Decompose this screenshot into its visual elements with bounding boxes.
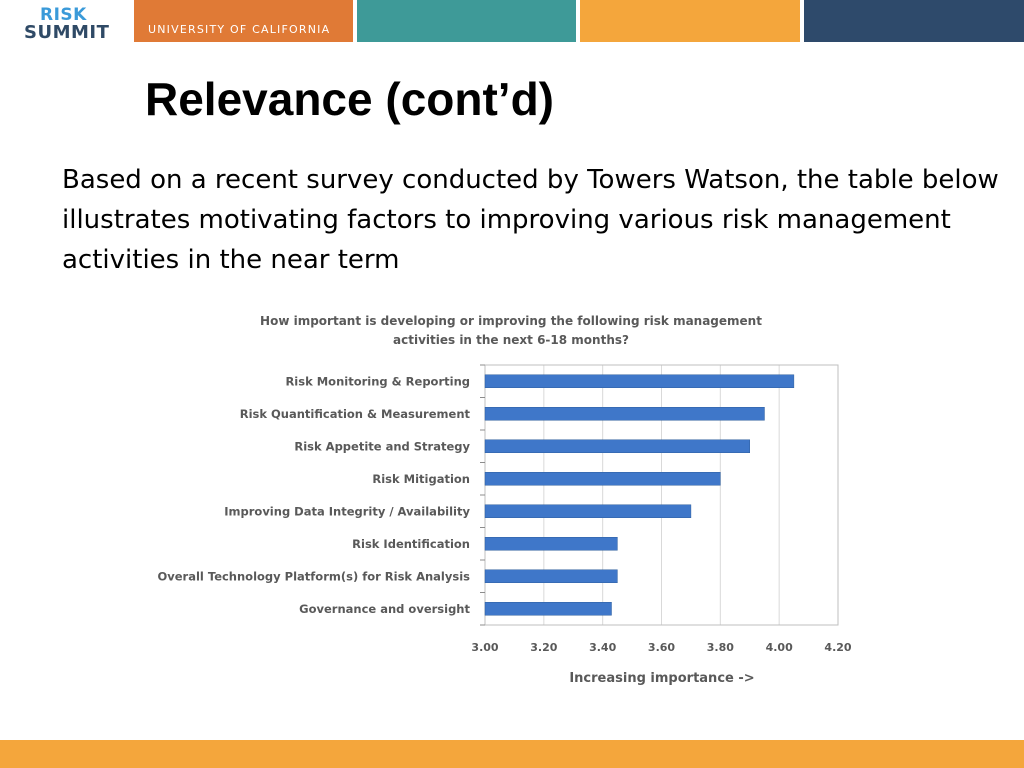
x-tick-label: 3.40 [589, 641, 616, 654]
x-tick-label: 3.00 [471, 641, 498, 654]
bar [484, 407, 765, 421]
risk-summit-logo: RISK SUMMIT [0, 0, 130, 44]
category-label: Overall Technology Platform(s) for Risk … [157, 569, 470, 583]
bar [484, 504, 692, 518]
category-label: Governance and oversight [299, 602, 470, 616]
footer-bar [0, 740, 1024, 768]
bar [484, 439, 750, 453]
bar [484, 602, 612, 616]
category-label: Risk Identification [352, 537, 470, 551]
x-tick-label: 3.20 [530, 641, 557, 654]
category-label: Improving Data Integrity / Availability [224, 504, 470, 518]
bar-chart: How important is developing or improving… [157, 314, 851, 686]
header-band-orange: UNIVERSITY OF CALIFORNIA [134, 0, 353, 42]
category-label: Risk Mitigation [372, 472, 470, 486]
header-band-yellow [580, 0, 800, 42]
category-label: Risk Monitoring & Reporting [285, 374, 470, 388]
header-band-teal [357, 0, 576, 42]
x-tick-label: 4.00 [766, 641, 793, 654]
logo-text-risk: RISK [40, 5, 87, 25]
category-label: Risk Appetite and Strategy [294, 439, 470, 453]
logo-text-summit: SUMMIT [24, 22, 110, 43]
chart-title-line: How important is developing or improving… [260, 314, 762, 328]
bar [484, 472, 721, 486]
category-label: Risk Quantification & Measurement [240, 407, 471, 421]
bar [484, 374, 795, 388]
chart-title-line: activities in the next 6-18 months? [393, 333, 629, 347]
header-bar: RISK SUMMIT UNIVERSITY OF CALIFORNIA [0, 0, 1024, 44]
x-tick-label: 3.60 [648, 641, 675, 654]
bar [484, 569, 618, 583]
bar [484, 537, 618, 551]
x-tick-label: 4.20 [824, 641, 851, 654]
organization-name: UNIVERSITY OF CALIFORNIA [148, 23, 331, 36]
x-axis-label: Increasing importance -> [569, 671, 754, 686]
intro-paragraph: Based on a recent survey conducted by To… [62, 165, 999, 275]
slide-title: Relevance (cont’d) [145, 73, 554, 125]
x-tick-label: 3.80 [707, 641, 734, 654]
header-band-navy [804, 0, 1024, 42]
